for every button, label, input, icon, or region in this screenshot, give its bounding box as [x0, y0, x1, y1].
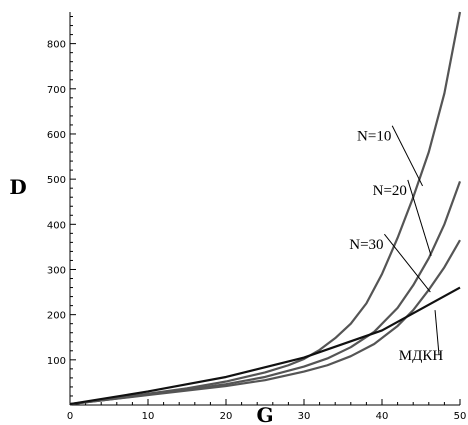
y-tick-label: 600 — [47, 130, 66, 141]
y-tick-label: 700 — [47, 85, 66, 96]
x-tick-label: 30 — [298, 411, 311, 422]
annotation-n-20: N=20 — [373, 183, 407, 199]
y-tick-label: 100 — [47, 356, 66, 367]
series-line-mdkn — [69, 286, 461, 406]
series-line-n-30 — [69, 239, 461, 406]
x-tick-label: 20 — [220, 411, 233, 422]
x-tick-label: 40 — [376, 411, 389, 422]
annotation-n-10: N=10 — [357, 129, 391, 145]
leader-line-n-30 — [384, 233, 431, 293]
y-tick-label: 200 — [47, 311, 66, 322]
leader-line-n-10 — [391, 125, 424, 187]
leader-line-n-20 — [407, 179, 432, 257]
annotation-n-30: N=30 — [349, 237, 383, 253]
series-line-n-20 — [69, 181, 462, 406]
y-tick-label: 500 — [47, 175, 66, 186]
y-tick-label: 400 — [47, 220, 66, 231]
leader-line-mdkn — [434, 310, 440, 355]
annotation-mdkn: МДКН — [399, 348, 444, 364]
x-tick-label: 10 — [142, 411, 155, 422]
x-tick-label: 0 — [67, 411, 73, 422]
y-tick-label: 300 — [47, 265, 66, 276]
series-line-n-10 — [69, 11, 462, 406]
x-tick-label: 50 — [454, 411, 467, 422]
y-axis-title: D — [9, 175, 26, 199]
x-axis-title: G — [256, 403, 273, 425]
y-tick-label: 800 — [47, 40, 66, 51]
